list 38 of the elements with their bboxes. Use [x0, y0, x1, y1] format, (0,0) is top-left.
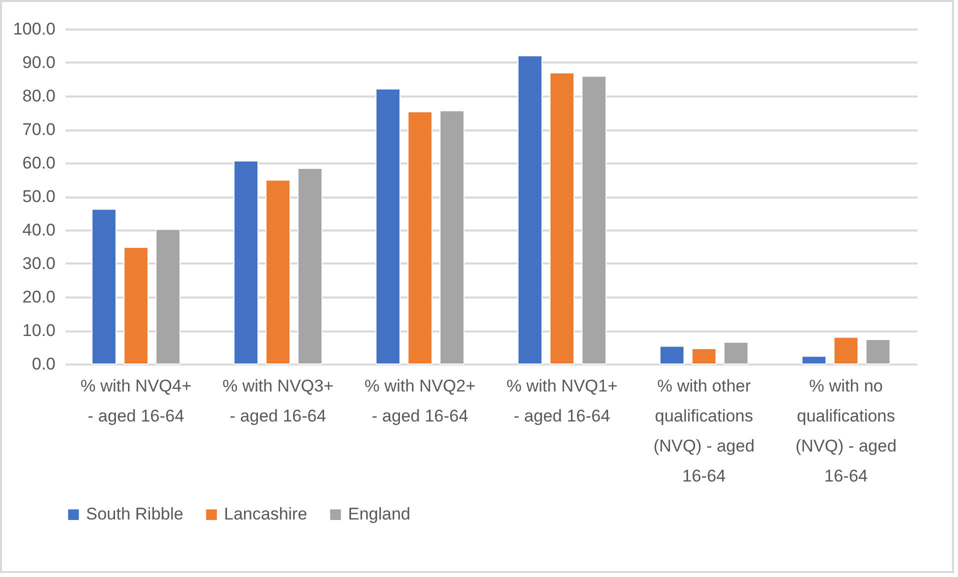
bar [156, 228, 181, 364]
legend-label: England [348, 504, 410, 524]
bar [91, 208, 116, 364]
bar [866, 339, 891, 364]
bar [233, 160, 258, 364]
bar [691, 348, 717, 364]
y-tick-label: 50.0 [22, 187, 56, 206]
bar [375, 88, 400, 364]
bar [724, 342, 749, 364]
y-tick-label: 70.0 [22, 120, 56, 139]
bar [833, 336, 859, 364]
x-tick-label: % with NVQ2+ - aged 16-64 [364, 376, 476, 426]
y-tick-label: 0.0 [32, 354, 56, 374]
bar [659, 346, 684, 364]
y-tick-label: 100.0 [12, 20, 56, 38]
y-tick-label: 20.0 [22, 288, 56, 306]
bar [582, 76, 607, 364]
x-tick-label: % with other qualifications (NVQ) - aged 16-64 [653, 376, 755, 486]
x-tick-label: % with no qualifications (NVQ) - aged 16-64 [795, 376, 897, 486]
y-tick-label: 60.0 [22, 154, 56, 172]
bar [440, 110, 465, 364]
y-tick-label: 10.0 [22, 321, 56, 340]
x-tick-label: % with NVQ4+ - aged 16-64 [80, 376, 192, 426]
x-tick-label: % with NVQ3+ - aged 16-64 [222, 376, 334, 426]
bar [407, 111, 433, 364]
y-tick-label: 30.0 [22, 254, 56, 273]
bar [549, 72, 575, 364]
bar [801, 356, 826, 364]
y-tick-label: 40.0 [22, 220, 56, 240]
bar [298, 168, 323, 364]
x-tick-label: % with NVQ1+ - aged 16-64 [506, 376, 618, 426]
y-tick-label: 80.0 [22, 86, 56, 106]
bar [123, 246, 149, 364]
y-tick-label: 90.0 [22, 53, 56, 72]
legend-label: Lancashire [224, 504, 308, 524]
bar [265, 180, 291, 364]
legend-label: South Ribble [86, 504, 184, 524]
bar [517, 55, 542, 364]
